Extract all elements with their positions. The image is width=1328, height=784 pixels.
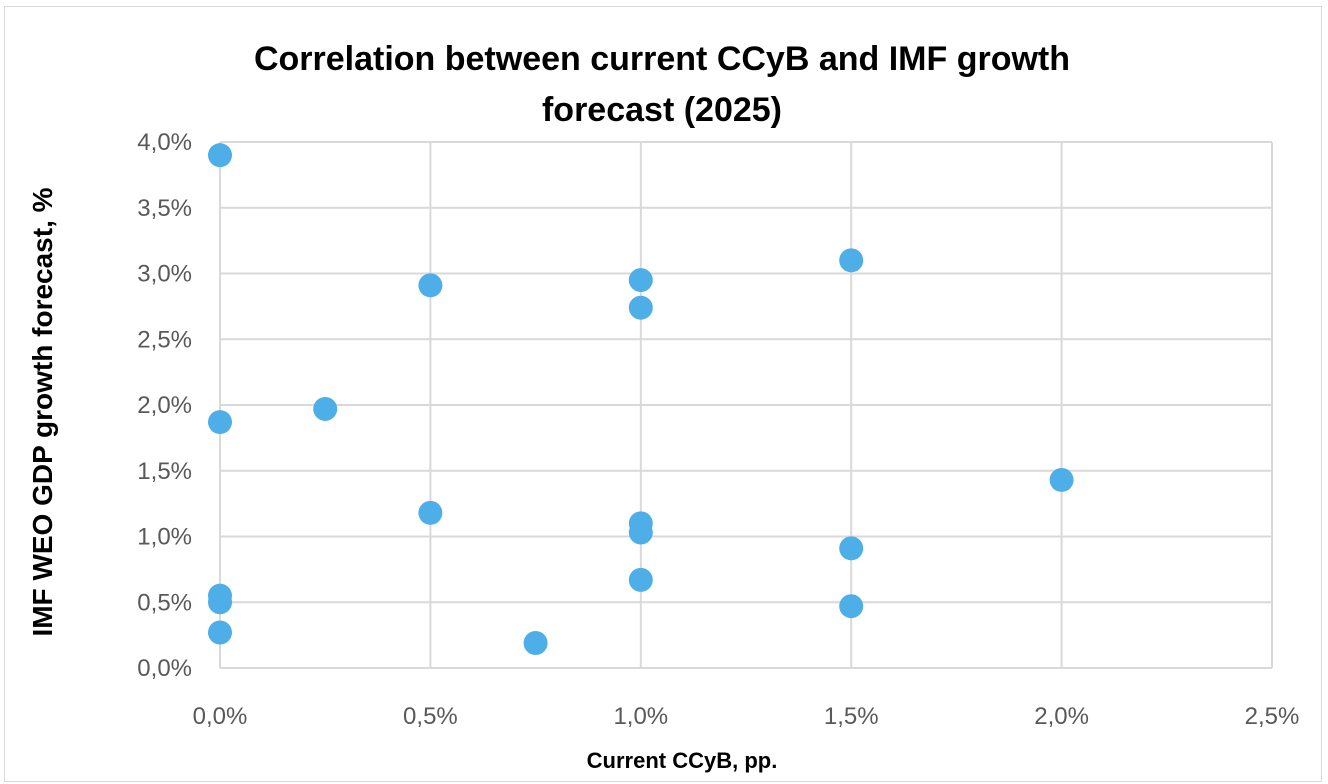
x-tick-label: 0,0% — [193, 703, 248, 730]
y-tick-label: 3,5% — [137, 195, 192, 222]
data-point — [208, 590, 232, 615]
x-tick-label: 1,5% — [824, 703, 879, 730]
chart-title-line-2: forecast (2025) — [542, 91, 782, 129]
data-point — [628, 295, 653, 320]
data-point — [839, 594, 864, 619]
y-tick-label: 2,5% — [137, 326, 192, 353]
data-point — [208, 143, 232, 168]
x-tick-label: 2,0% — [1034, 703, 1089, 730]
y-tick-label: 1,0% — [137, 524, 192, 551]
y-tick-label: 1,5% — [137, 458, 192, 485]
y-tick-label: 3,0% — [137, 261, 192, 288]
y-tick-label: 0,5% — [137, 589, 192, 616]
y-tick-label: 4,0% — [137, 129, 192, 156]
y-tick-label: 0,0% — [137, 655, 192, 682]
data-point — [418, 500, 443, 525]
data-point — [839, 248, 864, 273]
data-point — [418, 273, 443, 298]
tick-labels: 0,0% 0,5% 1,0% 1,5% 2,0% 2,5% 3,0% 3,5% 4,0% 0,0%… — [137, 129, 1299, 730]
y-tick-label: 2,0% — [137, 392, 192, 419]
x-tick-label: 0,5% — [403, 703, 458, 730]
x-tick-label: 2,5% — [1245, 703, 1300, 730]
x-axis-label: Current CCyB, pp. — [587, 748, 778, 773]
data-point — [1049, 467, 1074, 492]
data-point — [523, 631, 548, 656]
x-tick-label: 1,0% — [613, 703, 668, 730]
chart-frame — [4, 6, 1322, 782]
data-point — [839, 536, 864, 561]
data-point — [628, 268, 653, 293]
y-axis-label: IMF WEO GDP growth forecast, % — [27, 187, 58, 636]
chart-title-line-1: Correlation between current CCyB and IMF… — [254, 40, 1070, 78]
data-points — [208, 143, 1074, 656]
data-point — [208, 620, 232, 645]
data-point — [208, 410, 232, 435]
data-point — [628, 567, 653, 592]
data-point — [628, 520, 653, 545]
data-point — [313, 396, 338, 421]
gridlines — [219, 141, 1273, 669]
